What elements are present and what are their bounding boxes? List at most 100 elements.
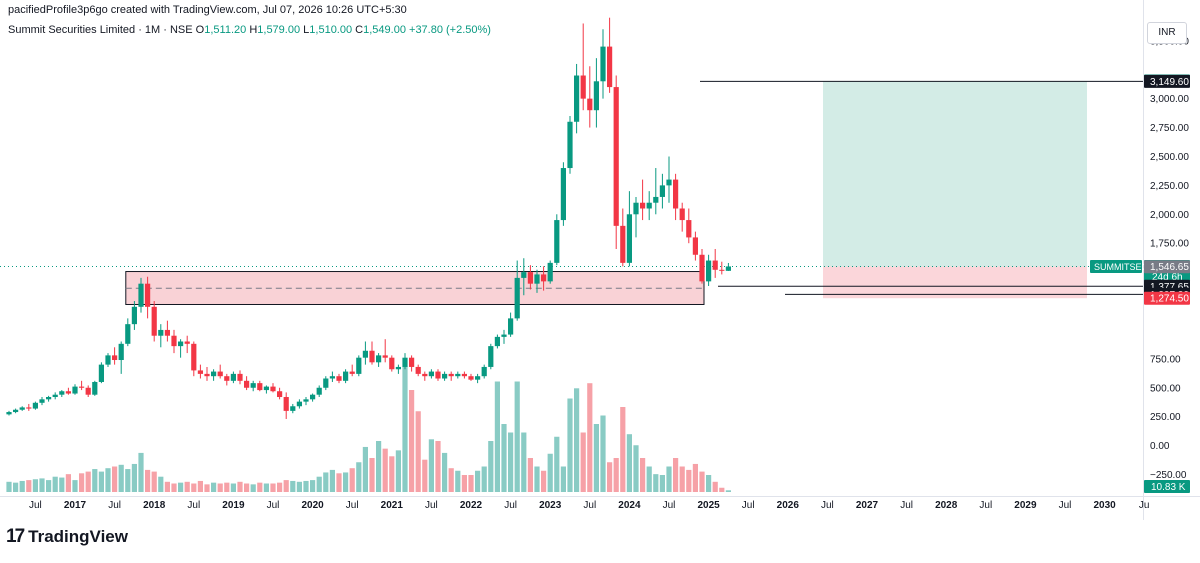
candle-body[interactable]	[633, 202, 639, 215]
candle-body[interactable]	[706, 260, 712, 282]
candle-body[interactable]	[514, 277, 520, 319]
candle-body[interactable]	[191, 343, 197, 371]
candle-body[interactable]	[435, 371, 441, 379]
candle-body[interactable]	[112, 355, 118, 361]
candle-body[interactable]	[125, 324, 131, 344]
candle-body[interactable]	[461, 373, 467, 377]
candle-body[interactable]	[422, 373, 428, 377]
candle-body[interactable]	[534, 274, 540, 284]
candle-body[interactable]	[699, 254, 705, 282]
candle-body[interactable]	[382, 355, 388, 358]
tradingview-logo[interactable]: 17 TradingView	[6, 526, 128, 548]
candle-body[interactable]	[567, 121, 573, 169]
candle-body[interactable]	[607, 46, 613, 88]
candle-body[interactable]	[336, 376, 342, 381]
candle-body[interactable]	[415, 366, 421, 374]
candle-body[interactable]	[211, 371, 217, 377]
symbol-legend[interactable]: Summit Securities Limited · 1M · NSE O1,…	[8, 24, 491, 36]
candle-body[interactable]	[26, 407, 32, 409]
candle-body[interactable]	[376, 355, 382, 363]
candle-body[interactable]	[217, 371, 223, 377]
candle-body[interactable]	[560, 168, 566, 221]
candle-body[interactable]	[488, 346, 494, 367]
candle-body[interactable]	[118, 343, 124, 361]
candle-body[interactable]	[725, 266, 731, 271]
candle-body[interactable]	[323, 378, 329, 388]
candle-body[interactable]	[39, 399, 45, 403]
candle-body[interactable]	[92, 381, 98, 395]
candle-body[interactable]	[395, 366, 401, 370]
candle-body[interactable]	[481, 366, 487, 377]
candle-body[interactable]	[237, 373, 243, 381]
symbol-name[interactable]: Summit Securities Limited · 1M · NSE	[8, 24, 193, 36]
long-position-stop-zone[interactable]	[823, 266, 1087, 299]
candle-body[interactable]	[409, 357, 415, 367]
candle-body[interactable]	[65, 391, 71, 394]
candle-body[interactable]	[541, 274, 547, 282]
candle-body[interactable]	[362, 350, 368, 358]
currency-button[interactable]: INR	[1147, 22, 1187, 44]
candle-body[interactable]	[673, 179, 679, 209]
candle-body[interactable]	[686, 220, 692, 238]
candle-body[interactable]	[151, 306, 157, 336]
candle-body[interactable]	[171, 335, 177, 347]
candle-body[interactable]	[46, 397, 52, 400]
candle-body[interactable]	[310, 394, 316, 400]
candle-body[interactable]	[600, 46, 606, 82]
candle-body[interactable]	[587, 98, 593, 111]
candle-body[interactable]	[494, 336, 500, 347]
candle-body[interactable]	[290, 406, 296, 411]
candle-body[interactable]	[263, 386, 269, 391]
candle-body[interactable]	[508, 318, 514, 335]
long-position-target-zone[interactable]	[823, 81, 1087, 267]
candle-body[interactable]	[349, 371, 355, 374]
candle-body[interactable]	[527, 272, 533, 284]
candle-body[interactable]	[501, 334, 507, 337]
candle-body[interactable]	[402, 357, 408, 367]
candle-body[interactable]	[428, 371, 434, 377]
candle-body[interactable]	[369, 350, 375, 363]
candle-body[interactable]	[6, 412, 12, 415]
candle-body[interactable]	[32, 402, 38, 409]
candle-body[interactable]	[468, 376, 474, 380]
candle-body[interactable]	[679, 208, 685, 221]
candle-body[interactable]	[52, 394, 58, 398]
candle-body[interactable]	[620, 225, 626, 263]
candle-body[interactable]	[244, 380, 250, 388]
candle-body[interactable]	[356, 357, 362, 374]
candle-body[interactable]	[580, 75, 586, 99]
candle-body[interactable]	[296, 401, 302, 407]
candle-body[interactable]	[145, 283, 151, 307]
candle-body[interactable]	[79, 386, 85, 388]
candle-body[interactable]	[316, 387, 322, 395]
candle-body[interactable]	[613, 87, 619, 226]
candle-body[interactable]	[257, 383, 263, 391]
candle-body[interactable]	[158, 329, 164, 336]
candle-body[interactable]	[554, 220, 560, 263]
candle-body[interactable]	[13, 409, 19, 413]
candle-body[interactable]	[98, 364, 104, 382]
candle-body[interactable]	[343, 371, 349, 381]
candle-body[interactable]	[448, 373, 454, 377]
candle-body[interactable]	[442, 373, 448, 379]
candle-body[interactable]	[184, 341, 190, 344]
candle-body[interactable]	[712, 260, 718, 270]
candle-body[interactable]	[521, 272, 527, 278]
candle-body[interactable]	[692, 237, 698, 255]
candle-body[interactable]	[277, 391, 283, 398]
candle-body[interactable]	[72, 386, 78, 394]
candle-body[interactable]	[666, 179, 672, 186]
candle-body[interactable]	[85, 387, 91, 395]
candle-body[interactable]	[659, 185, 665, 197]
candle-body[interactable]	[283, 397, 289, 411]
candle-body[interactable]	[547, 262, 553, 282]
candle-body[interactable]	[455, 373, 461, 377]
candle-body[interactable]	[178, 341, 184, 347]
candle-body[interactable]	[138, 283, 144, 307]
candle-body[interactable]	[105, 355, 111, 365]
candle-body[interactable]	[574, 75, 580, 122]
candle-body[interactable]	[131, 306, 137, 325]
candle-body[interactable]	[19, 407, 25, 410]
